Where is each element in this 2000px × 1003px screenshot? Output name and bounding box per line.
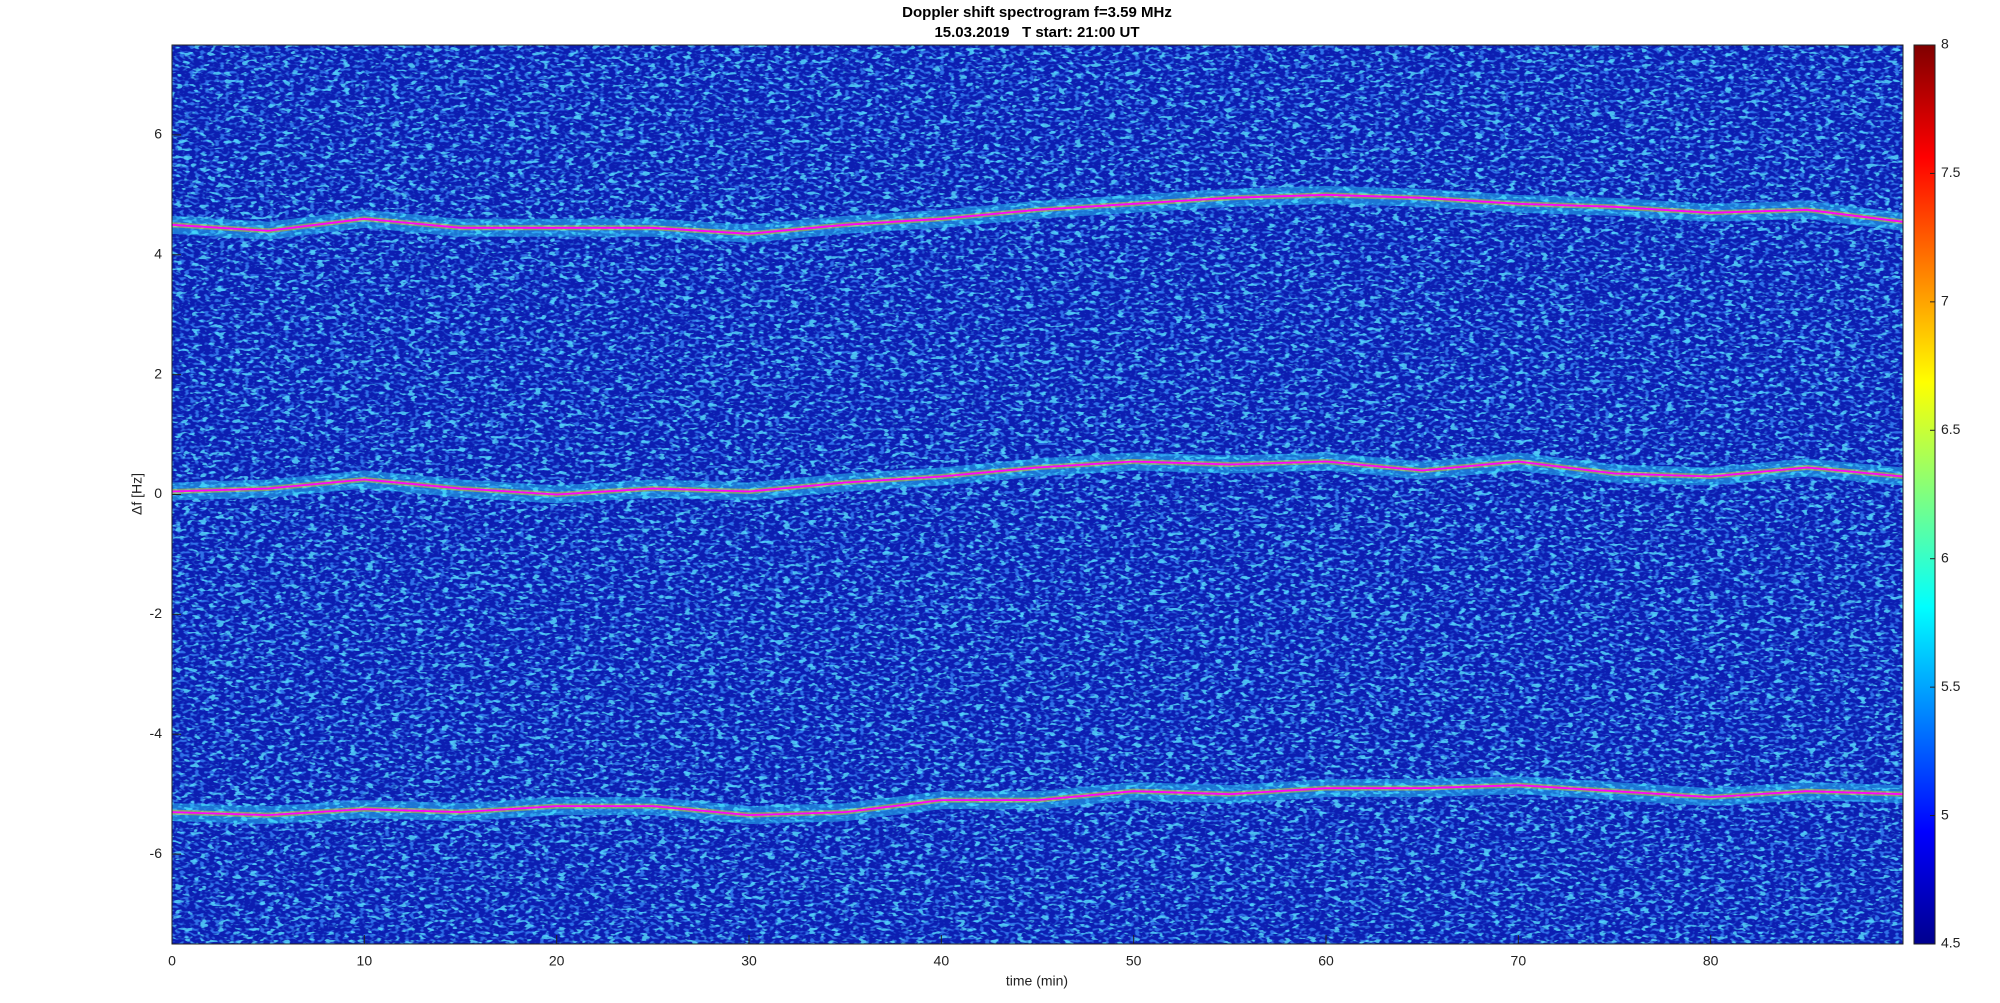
y-tick-label: 4	[154, 245, 162, 261]
noise-texture	[172, 45, 1903, 944]
chart-title: Doppler shift spectrogram f=3.59 MHz	[902, 4, 1172, 21]
traces	[172, 185, 1903, 825]
x-tick-label: 30	[741, 953, 757, 969]
colorbar-tick-label: 7.5	[1941, 164, 1961, 180]
trace-line	[172, 460, 1903, 496]
y-tick-label: -6	[150, 845, 163, 861]
colorbar-tick-label: 5	[1941, 806, 1949, 822]
y-tick-label: 6	[154, 126, 162, 142]
colorbar-tick-label: 8	[1941, 36, 1949, 52]
y-tick-label: 0	[154, 485, 162, 501]
trace-line	[172, 193, 1903, 235]
x-tick-label: 60	[1318, 953, 1334, 969]
chart-subtitle: 15.03.2019 T start: 21:00 UT	[934, 24, 1139, 41]
trace-line	[172, 784, 1903, 817]
x-axis-label: time (min)	[1006, 973, 1068, 989]
colorbar-tick-label: 6.5	[1941, 421, 1961, 437]
colorbar-tick-label: 6	[1941, 549, 1949, 565]
x-tick-label: 0	[168, 953, 176, 969]
x-tick-label: 10	[357, 953, 373, 969]
y-tick-label: -4	[150, 725, 163, 741]
x-tick-label: 80	[1703, 953, 1719, 969]
x-tick-label: 40	[934, 953, 950, 969]
y-tick-label: 2	[154, 365, 162, 381]
x-tick-label: 50	[1126, 953, 1142, 969]
y-axis-label: Δf [Hz]	[129, 473, 145, 515]
x-tick-label: 70	[1511, 953, 1527, 969]
colorbar-tick-label: 7	[1941, 293, 1949, 309]
colorbar-tick-label: 4.5	[1941, 935, 1961, 951]
colorbar-tick-label: 5.5	[1941, 678, 1961, 694]
colorbar	[1913, 44, 1936, 945]
y-tick-label: -2	[150, 605, 163, 621]
x-tick-label: 20	[549, 953, 565, 969]
